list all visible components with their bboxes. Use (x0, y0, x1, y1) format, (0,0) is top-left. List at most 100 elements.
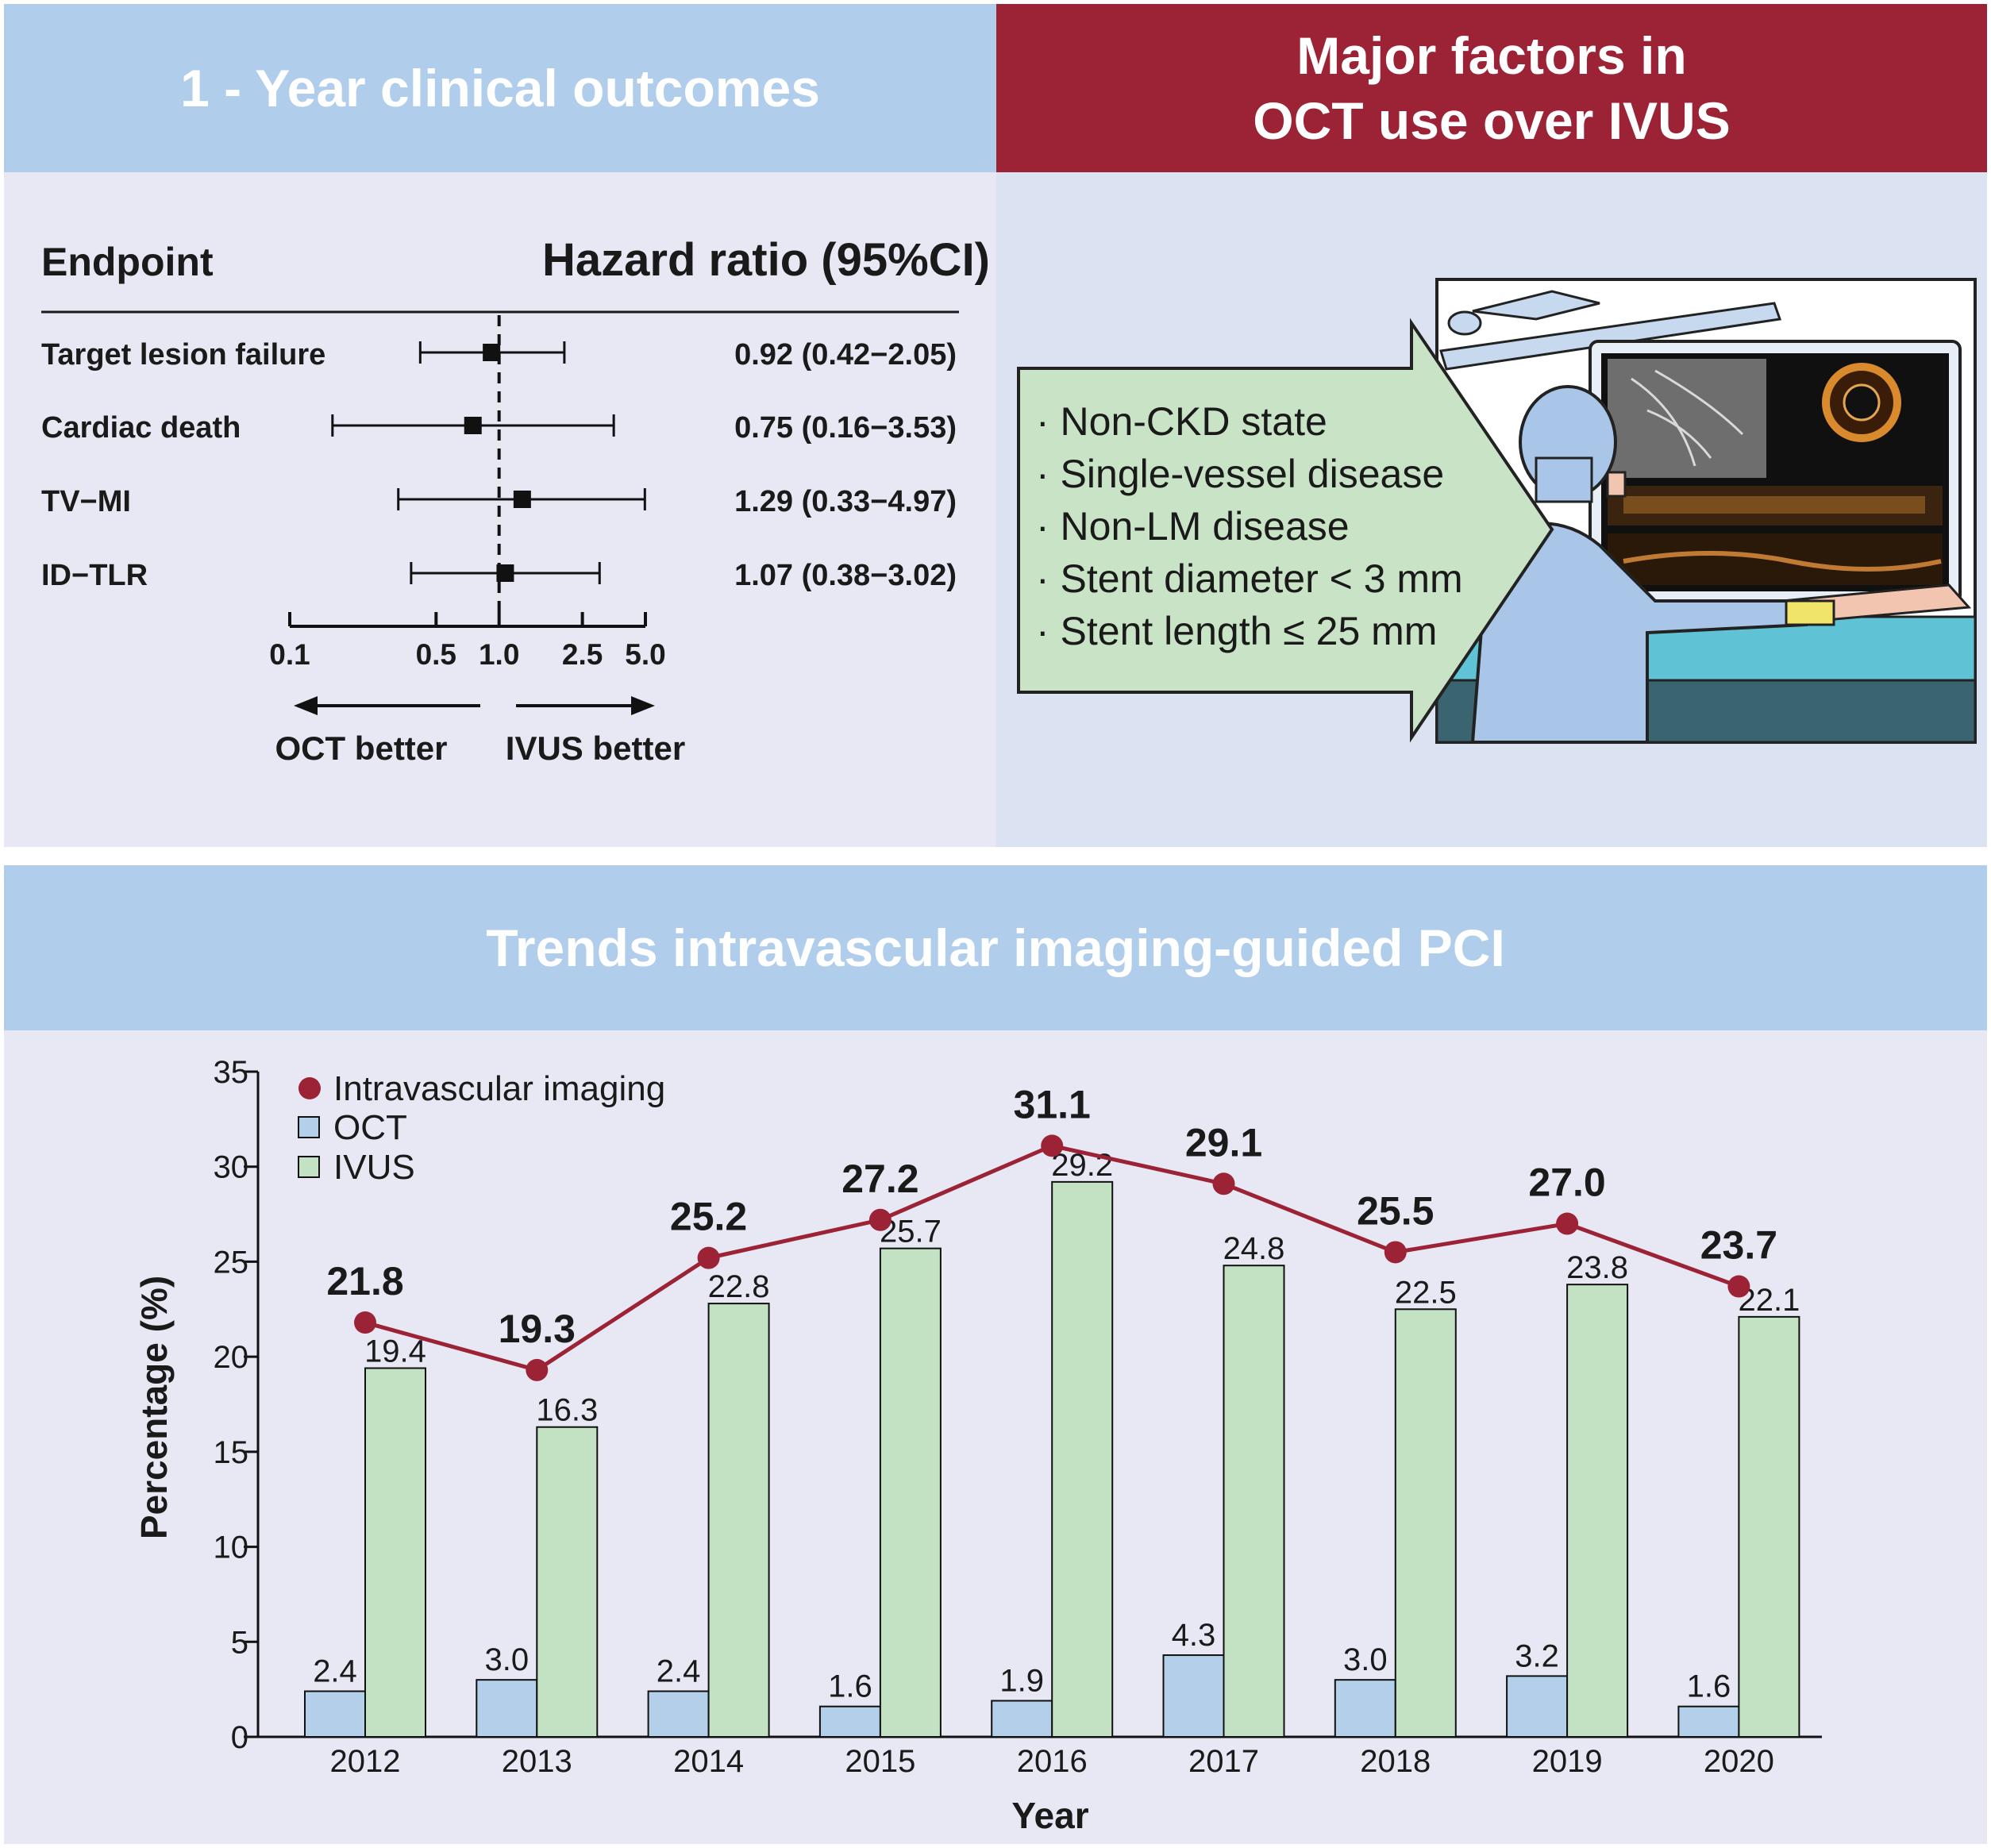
y-tick-label: 5 (231, 1625, 248, 1660)
hazard-ratio-value: 0.92 (0.42−2.05) (734, 338, 957, 372)
clinical-outcomes-title: 1 - Year clinical outcomes (180, 59, 820, 117)
intravascular-imaging-point (1727, 1275, 1750, 1298)
hazard-ratio-value: 1.29 (0.33−4.97) (734, 485, 957, 518)
y-tick-label: 0 (231, 1720, 248, 1755)
trends-chart: 0 5 10 15 20 25 30 35 2012 2013 2014 2015 2016 2017 20… (133, 1055, 1822, 1836)
ivus-bar (364, 1367, 426, 1738)
endpoint-label: Cardiac death (41, 411, 241, 445)
intravascular-imaging-label: 31.1 (1014, 1082, 1091, 1126)
hazard-ratio-value: 1.07 (0.38−3.02) (734, 559, 957, 592)
oct-bar (647, 1690, 710, 1738)
major-factors-header: Major factors in OCT use over IVUS (996, 4, 1987, 172)
endpoint-column-header: Endpoint (41, 240, 214, 284)
trends-title: Trends intravascular imaging-guided PCI (486, 918, 1505, 977)
forest-rows: Target lesion failure 0.92 (0.42−2.05) Car… (41, 315, 957, 613)
y-tick-label: 10 (214, 1530, 249, 1565)
x-tick-label: 2015 (845, 1744, 915, 1779)
x-tick-label: 2019 (1532, 1744, 1603, 1779)
x-axis-label: Year (1011, 1795, 1088, 1836)
oct-better-label: OCT better (275, 730, 447, 767)
hazard-ratio-value: 0.75 (0.16−3.53) (734, 411, 957, 445)
forest-tick-label: 0.5 (416, 638, 456, 671)
ivus-bar-label: 19.4 (364, 1334, 426, 1369)
y-tick-label: 25 (214, 1245, 249, 1280)
factor-item: · Non-LM disease (1036, 504, 1350, 549)
oct-bar-label: 2.4 (313, 1654, 357, 1689)
trends-chart-panel: 0 5 10 15 20 25 30 35 2012 2013 2014 2015 2016 2017 20… (4, 1030, 1987, 1844)
endpoint-label: ID−TLR (41, 559, 148, 592)
intravascular-imaging-label: 27.2 (841, 1157, 918, 1201)
forest-tick-label: 1.0 (479, 638, 519, 671)
clinical-outcomes-header: 1 - Year clinical outcomes (4, 4, 996, 172)
factor-item: · Non-CKD state (1036, 399, 1327, 444)
point-estimate (483, 344, 501, 361)
forest-axis: 0.1 0.5 1.0 2.5 5.0 (269, 612, 666, 671)
y-tick-label: 15 (214, 1435, 249, 1470)
legend-oct-swatch (298, 1116, 320, 1138)
intravascular-imaging-label: 27.0 (1528, 1161, 1605, 1205)
oct-bar (818, 1705, 881, 1738)
major-factors-title-line2: OCT use over IVUS (1253, 91, 1731, 150)
y-tick-label: 30 (214, 1150, 249, 1185)
x-tick-label: 2016 (1017, 1744, 1088, 1779)
intravascular-imaging-label: 25.2 (670, 1195, 747, 1239)
point-estimate (496, 564, 514, 582)
oct-bar-label: 1.9 (999, 1664, 1044, 1699)
ivus-bar (1051, 1180, 1114, 1738)
y-tick-label: 20 (214, 1340, 249, 1375)
intravascular-imaging-label: 29.1 (1185, 1120, 1262, 1165)
ivus-bar (1566, 1284, 1629, 1738)
oct-bar-label: 3.0 (1343, 1642, 1388, 1677)
ivus-bar (1223, 1265, 1285, 1738)
point-estimate (464, 417, 482, 434)
intravascular-imaging-point (1212, 1172, 1235, 1195)
major-factors-title-line1: Major factors in (1296, 26, 1687, 85)
ivus-bar (536, 1426, 599, 1738)
ivus-bar-label: 24.8 (1223, 1231, 1285, 1266)
factors-callout (1017, 318, 1554, 743)
factor-item: · Stent diameter < 3 mm (1036, 556, 1463, 601)
ivus-bar (879, 1247, 942, 1738)
x-tick-label: 2018 (1360, 1744, 1431, 1779)
oct-bar (476, 1679, 538, 1738)
factor-item: · Single-vessel disease (1036, 452, 1445, 496)
bullet-dot: · (1036, 504, 1061, 549)
oct-bar (1334, 1679, 1396, 1738)
oct-bar (1162, 1654, 1225, 1738)
legend-ivus-swatch (298, 1156, 320, 1178)
intravascular-imaging-label: 21.8 (326, 1259, 403, 1303)
intravascular-imaging-point (354, 1311, 376, 1334)
bullet-dot: · (1036, 609, 1061, 653)
x-tick-label: 2012 (330, 1744, 401, 1779)
y-tick-label: 35 (214, 1055, 249, 1090)
x-tick-label: 2013 (502, 1744, 572, 1779)
y-axis-label: Percentage (%) (133, 1276, 175, 1539)
chart-axes: 0 5 10 15 20 25 30 35 2012 2013 2014 2015 2016 2017 20… (214, 1055, 1822, 1779)
oct-bar-label: 4.3 (1172, 1618, 1216, 1653)
oct-bar (304, 1690, 366, 1738)
intravascular-imaging-point (868, 1208, 892, 1231)
forest-tick-label: 0.1 (269, 638, 310, 671)
legend-line-label: Intravascular imaging (333, 1069, 665, 1108)
chart-line: 21.8 19.3 25.2 27.2 31.1 29.1 25.5 27.0 23.7 (326, 1082, 1777, 1381)
endpoint-label: TV−MI (41, 485, 131, 518)
doctor-icon (1470, 385, 1835, 744)
intravascular-imaging-label: 23.7 (1700, 1223, 1777, 1268)
point-estimate (513, 491, 531, 508)
oct-better-arrowhead (294, 696, 318, 715)
bullet-dot: · (1036, 452, 1061, 496)
oct-bar-label: 3.2 (1515, 1638, 1559, 1673)
oct-bar (1506, 1675, 1569, 1738)
ceiling-lamp-icon (1439, 290, 1782, 371)
factors-list: · Non-CKD state · Single-vessel disease … (1036, 398, 1544, 668)
legend-ivus-label: IVUS (333, 1148, 415, 1187)
x-tick-label: 2014 (673, 1744, 744, 1779)
ivus-bar-label: 22.5 (1395, 1275, 1457, 1310)
major-factors-panel: · Non-CKD state · Single-vessel disease … (996, 172, 1987, 847)
bullet-dot: · (1036, 556, 1061, 601)
oct-bar (991, 1700, 1053, 1738)
intravascular-imaging-point (1384, 1241, 1407, 1264)
forest-plot: Endpoint Hazard ratio (95%CI) Target les… (41, 234, 990, 767)
ivus-bar-label: 23.8 (1566, 1250, 1628, 1285)
